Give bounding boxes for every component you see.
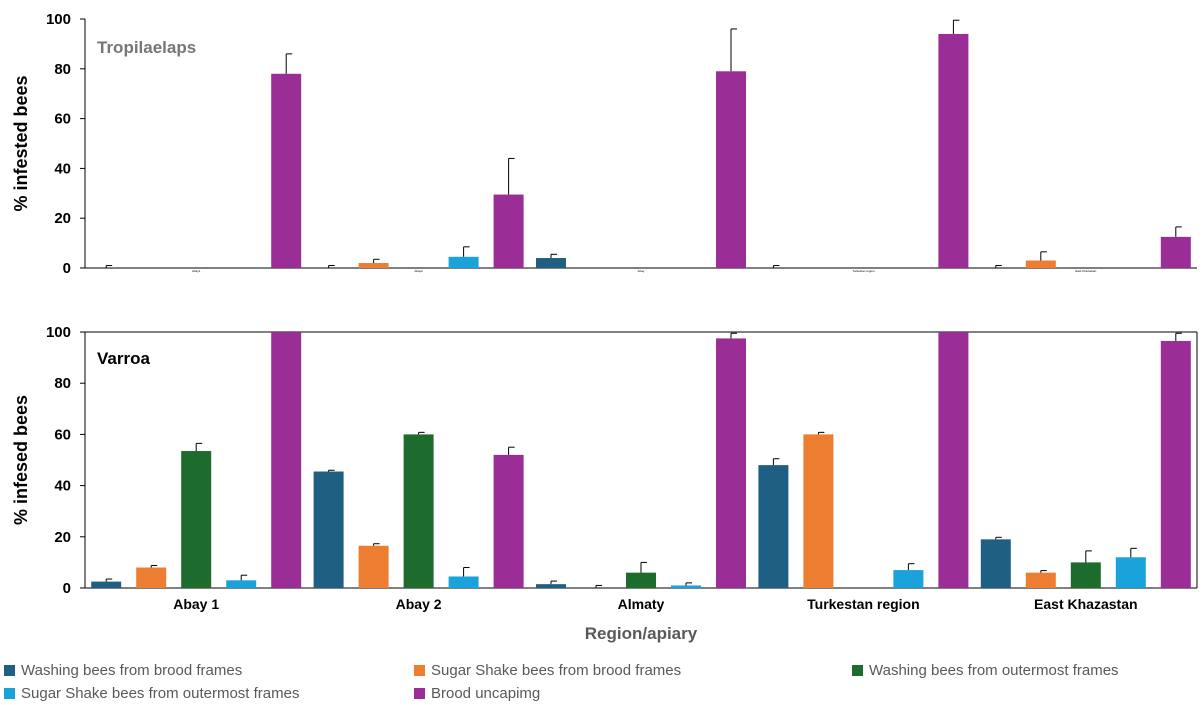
x-tick-label-tiny: Abay1: [192, 269, 201, 273]
y-tick-label: 80: [54, 61, 71, 78]
varroa-panel: 0 20 40 60 80 100 % infesed bees Varroa Abay 1 Ab…: [11, 324, 1198, 643]
y-tick-label: 40: [54, 160, 71, 177]
legend-swatch: [414, 687, 425, 699]
x-axis-label: Region/apiary: [585, 624, 698, 643]
x-tick-label: East Khazastan: [1034, 596, 1137, 612]
x-tick-label: Abay 2: [396, 596, 442, 612]
y-tick-label: 80: [54, 375, 71, 392]
legend-item-sugar-outermost: Sugar Shake bees from outermost frames: [4, 683, 299, 703]
bar: [536, 258, 566, 268]
bar: [716, 338, 746, 588]
bar: [403, 434, 434, 588]
legend-swatch: [4, 664, 15, 676]
tropilaelaps-panel: 0 20 40 60 80 100 % infested bees Tropilaelaps A…: [11, 11, 1197, 277]
legend-label: Brood uncapimg: [431, 684, 541, 702]
legend-item-brood-uncapping: Brood uncapimg: [414, 683, 540, 703]
bar: [493, 194, 524, 268]
y-tick-label: 100: [46, 324, 71, 341]
bar: [671, 585, 701, 588]
y-axis-label: % infesed bees: [11, 395, 31, 525]
bar: [1115, 557, 1146, 588]
legend-item-washing-outermost: Washing bees from outermost frames: [852, 660, 1119, 680]
bar-chart-figure: 0 20 40 60 80 100 % infested bees Tropilaelaps A…: [11, 11, 1198, 643]
x-tick-label: Abay 1: [173, 596, 219, 612]
x-tick-label-tiny: Turkestan region: [852, 269, 875, 273]
bar: [271, 73, 302, 268]
x-tick-label-tiny: East Khazastan: [1075, 269, 1096, 273]
bar: [313, 471, 344, 588]
bar: [1160, 340, 1191, 588]
legend-label: Washing bees from brood frames: [21, 661, 243, 679]
legend-item-sugar-brood: Sugar Shake bees from brood frames: [414, 660, 681, 680]
legend-item-washing-brood: Washing bees from brood frames: [4, 660, 242, 680]
bar: [91, 581, 122, 588]
bar: [358, 263, 389, 268]
legend-swatch: [4, 687, 15, 699]
bar: [1070, 562, 1101, 588]
bar: [626, 572, 656, 588]
y-tick-label: 0: [63, 260, 71, 277]
bar: [980, 539, 1011, 588]
y-tick-label: 20: [54, 529, 71, 546]
panel-title: Varroa: [97, 349, 150, 368]
bar: [1025, 572, 1056, 588]
y-tick-label: 0: [63, 580, 71, 597]
bar: [1025, 260, 1056, 268]
legend: Washing bees from brood frames Sugar Sha…: [0, 656, 1202, 704]
bar: [493, 454, 524, 588]
bar: [448, 256, 479, 268]
bar: [938, 33, 969, 268]
legend-swatch: [414, 664, 425, 676]
panel-title: Tropilaelaps: [97, 38, 196, 57]
x-tick-label: Almaty: [618, 596, 665, 612]
y-tick-label: 60: [54, 426, 71, 443]
x-tick-label-tiny: Abay: [638, 269, 645, 273]
y-tick-label: 40: [54, 478, 71, 495]
bar: [226, 580, 257, 588]
bar: [716, 71, 746, 268]
x-tick-label: Turkestan region: [807, 596, 920, 612]
bar: [1160, 236, 1191, 268]
bar: [893, 570, 924, 588]
bar: [181, 451, 212, 588]
bar: [758, 465, 789, 588]
legend-swatch: [852, 664, 863, 676]
bar: [271, 332, 302, 588]
bar: [938, 332, 969, 588]
legend-label: Washing bees from outermost frames: [869, 661, 1119, 679]
y-tick-label: 60: [54, 111, 71, 128]
bar: [136, 567, 167, 588]
bar: [803, 434, 834, 588]
legend-label: Sugar Shake bees from outermost frames: [21, 684, 300, 702]
y-tick-label: 20: [54, 210, 71, 227]
bar: [536, 584, 566, 588]
x-tick-label-tiny: Abay2: [414, 269, 423, 273]
y-axis-label: % infested bees: [11, 75, 31, 211]
bar: [448, 576, 479, 588]
y-tick-label: 100: [46, 11, 71, 28]
legend-label: Sugar Shake bees from brood frames: [431, 661, 682, 679]
bar: [358, 545, 389, 588]
